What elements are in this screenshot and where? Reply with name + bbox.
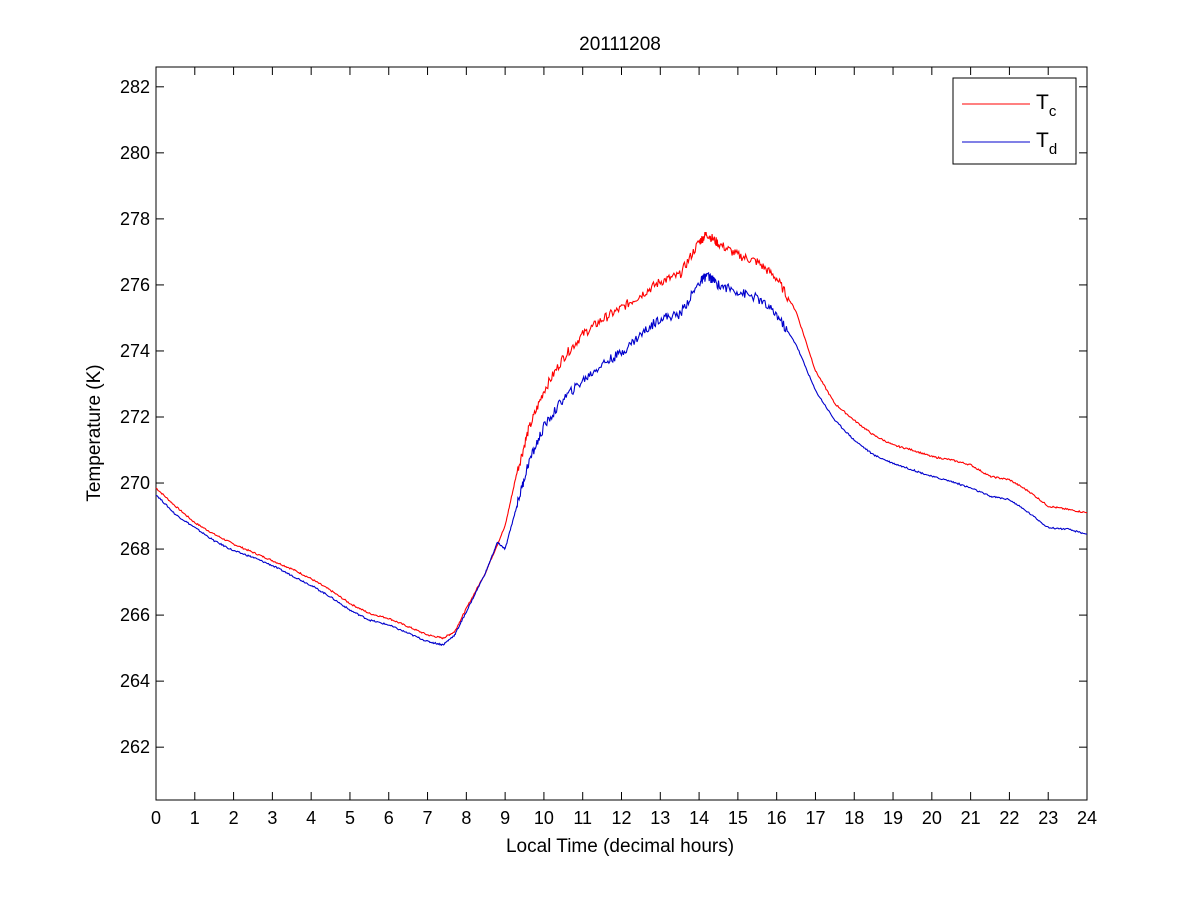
plot-frame: [155, 66, 1088, 801]
x-tick-label: 7: [423, 808, 433, 828]
x-axis-ticks: 0 1 2 3 4 5 6 7 8 9 10 11 12 13 14 15 16 17 18 19 20 21 22 23 24: [151, 67, 1097, 828]
x-tick-label: 12: [611, 808, 631, 828]
y-tick-label: 268: [120, 539, 150, 559]
x-tick-label: 24: [1077, 808, 1097, 828]
x-tick-label: 17: [805, 808, 825, 828]
x-tick-label: 0: [151, 808, 161, 828]
chart-title: 20111208: [579, 34, 661, 55]
x-tick-label: 21: [961, 808, 981, 828]
x-tick-label: 11: [573, 808, 592, 828]
x-tick-label: 6: [384, 808, 394, 828]
x-tick-label: 20: [922, 808, 942, 828]
series-line-Td: [155, 271, 1088, 647]
y-tick-label: 266: [120, 605, 150, 625]
legend-label-td-main: T: [1036, 129, 1049, 152]
legend-label-tc: Tc: [1036, 91, 1057, 120]
y-tick-label: 262: [120, 737, 150, 757]
y-axis-ticks: 262 264 266 268 270 272 274 276 278 280 282: [120, 77, 1087, 757]
legend-label-tc-main: T: [1036, 91, 1049, 114]
y-tick-label: 270: [120, 473, 150, 493]
legend-label-td-sub: d: [1049, 141, 1057, 158]
x-tick-label: 16: [767, 808, 787, 828]
y-tick-label: 282: [120, 77, 150, 97]
x-tick-label: 13: [650, 808, 670, 828]
y-tick-label: 272: [120, 407, 150, 427]
series-line-Tc: [155, 232, 1088, 640]
x-tick-label: 23: [1038, 808, 1058, 828]
legend-box: [952, 77, 1077, 165]
y-tick-label: 280: [120, 143, 150, 163]
x-tick-label: 19: [883, 808, 903, 828]
plot-area: 0 1 2 3 4 5 6 7 8 9 10 11 12 13 14 15 16 17 18 19 20 21 22 23 24…: [120, 66, 1097, 828]
x-tick-label: 5: [345, 808, 355, 828]
y-axis-label: Temperature (K): [84, 364, 105, 501]
y-tick-label: 276: [120, 275, 150, 295]
y-tick-label: 274: [120, 341, 150, 361]
series-layer: [155, 232, 1088, 647]
x-tick-label: 9: [500, 808, 510, 828]
x-tick-label: 2: [229, 808, 239, 828]
x-tick-label: 18: [844, 808, 864, 828]
x-tick-label: 8: [461, 808, 471, 828]
x-tick-label: 10: [534, 808, 554, 828]
x-tick-label: 4: [306, 808, 316, 828]
legend: Tc Td: [952, 77, 1077, 165]
legend-label-td: Td: [1036, 129, 1057, 158]
x-axis-label: Local Time (decimal hours): [506, 836, 734, 857]
x-tick-label: 14: [689, 808, 709, 828]
y-tick-label: 264: [120, 671, 150, 691]
x-tick-label: 3: [267, 808, 277, 828]
x-tick-label: 1: [190, 808, 200, 828]
y-tick-label: 278: [120, 209, 150, 229]
legend-label-tc-sub: c: [1049, 103, 1057, 120]
x-tick-label: 22: [999, 808, 1019, 828]
x-tick-label: 15: [728, 808, 748, 828]
